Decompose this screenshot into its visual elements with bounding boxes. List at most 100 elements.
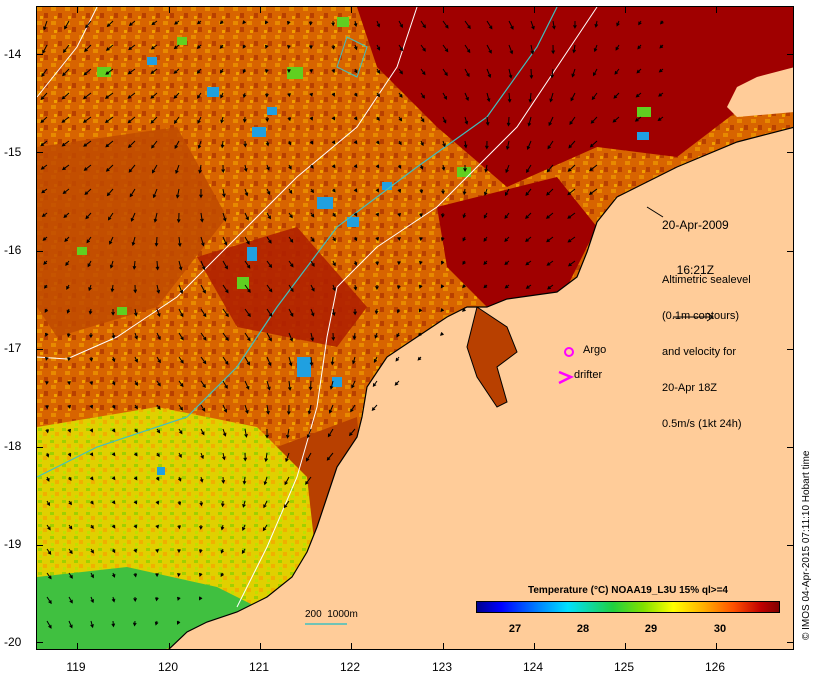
velocity-arrow xyxy=(63,212,70,218)
velocity-arrow xyxy=(83,68,92,76)
velocity-arrow xyxy=(89,356,94,362)
velocity-arrow xyxy=(550,68,555,79)
velocity-arrow xyxy=(658,92,664,97)
velocity-arrow xyxy=(546,260,554,266)
warm-water-patch xyxy=(37,127,227,337)
velocity-arrow xyxy=(462,212,467,219)
velocity-arrow xyxy=(525,284,532,289)
velocity-arrow xyxy=(222,380,228,389)
lat-tick xyxy=(787,152,793,153)
velocity-arrow xyxy=(177,548,181,554)
velocity-arrow xyxy=(329,380,334,390)
velocity-arrow xyxy=(196,68,202,74)
velocity-arrow xyxy=(43,284,48,289)
velocity-arrow xyxy=(508,20,514,30)
velocity-arrow xyxy=(243,140,248,148)
velocity-arrow xyxy=(419,236,423,242)
velocity-arrow xyxy=(222,452,226,461)
velocity-arrow xyxy=(111,548,116,554)
lon-tick xyxy=(351,7,352,13)
sst-map[interactable] xyxy=(36,6,794,650)
velocity-arrow xyxy=(156,356,161,364)
velocity-arrow xyxy=(420,116,425,123)
velocity-arrow xyxy=(376,92,381,98)
velocity-arrow xyxy=(66,332,71,338)
velocity-arrow xyxy=(594,20,599,28)
velocity-arrow xyxy=(133,572,138,578)
lon-tick xyxy=(77,643,78,649)
velocity-arrow xyxy=(90,620,94,629)
velocity-arrow xyxy=(373,356,378,363)
velocity-arrow xyxy=(285,452,290,463)
velocity-arrow xyxy=(571,68,576,78)
velocity-arrow xyxy=(89,380,94,386)
velocity-arrow xyxy=(222,308,229,318)
velocity-arrow xyxy=(220,140,225,149)
velocity-arrows xyxy=(40,20,664,629)
velocity-arrow xyxy=(464,68,470,78)
velocity-arrow xyxy=(154,236,159,247)
velocity-arrow xyxy=(462,284,466,289)
velocity-arrow xyxy=(105,44,114,51)
velocity-arrow xyxy=(567,236,576,243)
velocity-arrow xyxy=(200,284,206,294)
velocity-arrow xyxy=(42,236,48,241)
velocity-arrow xyxy=(331,68,336,74)
velocity-arrow xyxy=(104,116,114,124)
velocity-arrow xyxy=(375,188,379,193)
velocity-arrow xyxy=(376,68,381,74)
lon-label: 123 xyxy=(431,660,453,674)
velocity-arrow xyxy=(350,404,356,413)
velocity-arrow xyxy=(287,44,291,49)
velocity-arrow xyxy=(198,548,203,554)
velocity-arrow xyxy=(398,44,404,52)
drifter-marker xyxy=(558,370,575,385)
velocity-arrow xyxy=(332,212,336,218)
velocity-arrow xyxy=(376,140,380,145)
velocity-arrow xyxy=(572,44,577,54)
velocity-arrow xyxy=(353,44,358,51)
velocity-arrow xyxy=(127,116,136,124)
velocity-arrow xyxy=(462,308,466,312)
velocity-arrow xyxy=(196,44,202,49)
velocity-arrow xyxy=(614,68,620,75)
velocity-arrow xyxy=(90,548,94,554)
velocity-arrow xyxy=(200,212,204,223)
velocity-arrow xyxy=(353,308,357,316)
colorbar-title: Temperature (°C) NOAA19_L3U 15% ql>=4 xyxy=(528,585,728,596)
velocity-arrow xyxy=(331,164,336,169)
velocity-arrow xyxy=(375,260,380,266)
velocity-arrow xyxy=(156,404,161,410)
velocity-arrow xyxy=(128,44,136,51)
velocity-arrow xyxy=(615,44,620,51)
velocity-arrow xyxy=(309,92,313,97)
velocity-arrow xyxy=(464,116,469,125)
velocity-arrow xyxy=(332,236,336,242)
velocity-arrow xyxy=(106,20,114,28)
velocity-arrow xyxy=(173,116,180,124)
velocity-arrow xyxy=(151,164,158,174)
velocity-arrow xyxy=(657,116,664,121)
lat-tick xyxy=(37,447,43,448)
velocity-arrow xyxy=(375,236,380,242)
velocity-arrow xyxy=(635,92,642,98)
velocity-arrow xyxy=(332,260,336,267)
argo-label: Argo xyxy=(583,344,607,356)
velocity-arrow xyxy=(241,548,246,555)
velocity-arrow xyxy=(244,308,251,318)
velocity-arrow xyxy=(45,452,50,458)
velocity-arrow xyxy=(41,68,48,77)
velocity-arrow xyxy=(659,44,664,49)
velocity-arrow xyxy=(64,236,70,242)
velocity-arrow xyxy=(220,92,224,99)
velocity-arrow xyxy=(85,212,92,220)
velocity-arrow xyxy=(397,236,401,242)
velocity-arrow xyxy=(442,20,449,29)
velocity-arrow xyxy=(551,44,556,55)
velocity-arrow xyxy=(198,572,203,577)
lon-label: 126 xyxy=(704,660,726,674)
velocity-arrow xyxy=(41,188,48,194)
velocity-arrow xyxy=(155,500,160,505)
velocity-arrow xyxy=(220,524,225,531)
velocity-arrow xyxy=(266,380,271,391)
